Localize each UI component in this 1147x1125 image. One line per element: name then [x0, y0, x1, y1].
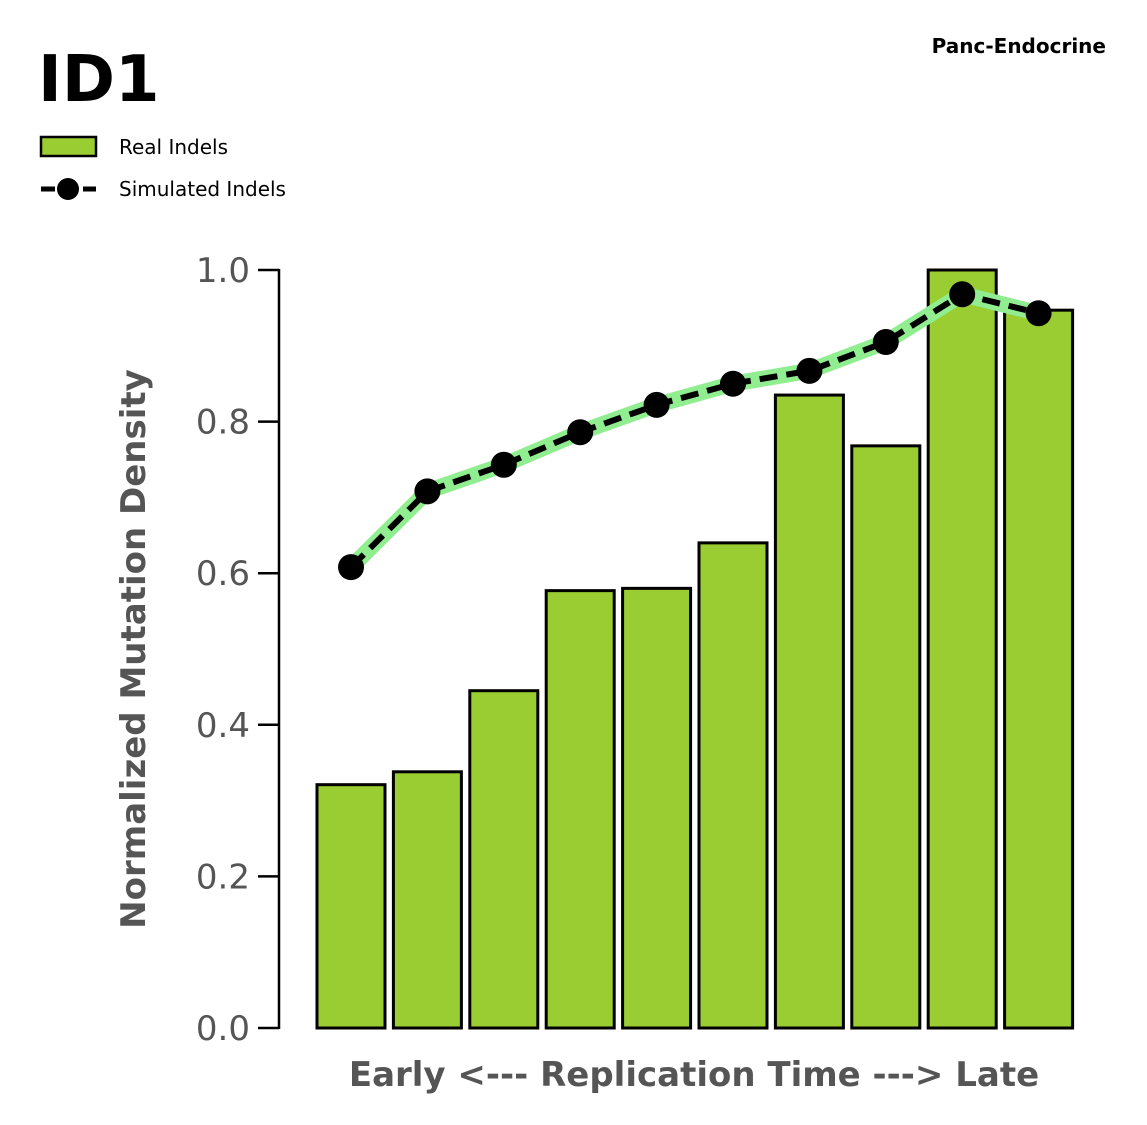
simulated-line-path: [348, 291, 1040, 570]
simulated-point: [490, 451, 517, 478]
legend-swatch-real: [39, 135, 98, 158]
simulated-point: [796, 357, 823, 384]
y-tick-label: 0.4: [196, 706, 250, 746]
bar-real-indels: [1003, 308, 1075, 1030]
simulated-point: [338, 554, 364, 581]
legend: Real Indels Simulated Indels: [39, 135, 286, 201]
y-tick-label: 0.6: [196, 554, 250, 594]
simulated-point: [414, 478, 441, 505]
bar-real-indels: [926, 268, 998, 1030]
bar-real-indels: [621, 586, 693, 1030]
bars: [315, 268, 1075, 1030]
y-tick-label: 0.8: [196, 403, 250, 443]
chart-title: ID1: [38, 43, 159, 117]
bar-real-indels: [773, 393, 845, 1030]
y-tick-label: 0.0: [196, 1009, 250, 1049]
simulated-point: [1025, 300, 1052, 327]
simulated-point: [872, 329, 899, 356]
simulated-point: [949, 281, 976, 308]
legend-marker-simulated: [57, 178, 79, 200]
bar-real-indels: [544, 589, 616, 1030]
legend-label-real: Real Indels: [119, 135, 228, 159]
y-tick-label: 1.0: [196, 251, 250, 291]
y-axis-label: Normalized Mutation Density: [114, 369, 154, 929]
simulated-point: [567, 419, 594, 446]
y-tick-label: 0.2: [196, 857, 250, 897]
chart-subtitle: Panc-Endocrine: [932, 34, 1106, 58]
x-axis-label: Early <--- Replication Time ---> Late: [349, 1055, 1039, 1095]
y-ticks: 0.0 0.2 0.4 0.6 0.8 1.0: [196, 251, 279, 1049]
legend-label-simulated: Simulated Indels: [119, 177, 286, 201]
simulated-point: [720, 370, 746, 397]
bar-real-indels: [697, 541, 769, 1030]
bar-real-indels: [391, 770, 463, 1030]
bar-real-indels: [315, 783, 387, 1030]
simulated-line: [338, 281, 1052, 581]
bar-real-indels: [850, 444, 922, 1030]
bar-real-indels: [468, 689, 540, 1030]
simulated-point: [643, 391, 670, 418]
